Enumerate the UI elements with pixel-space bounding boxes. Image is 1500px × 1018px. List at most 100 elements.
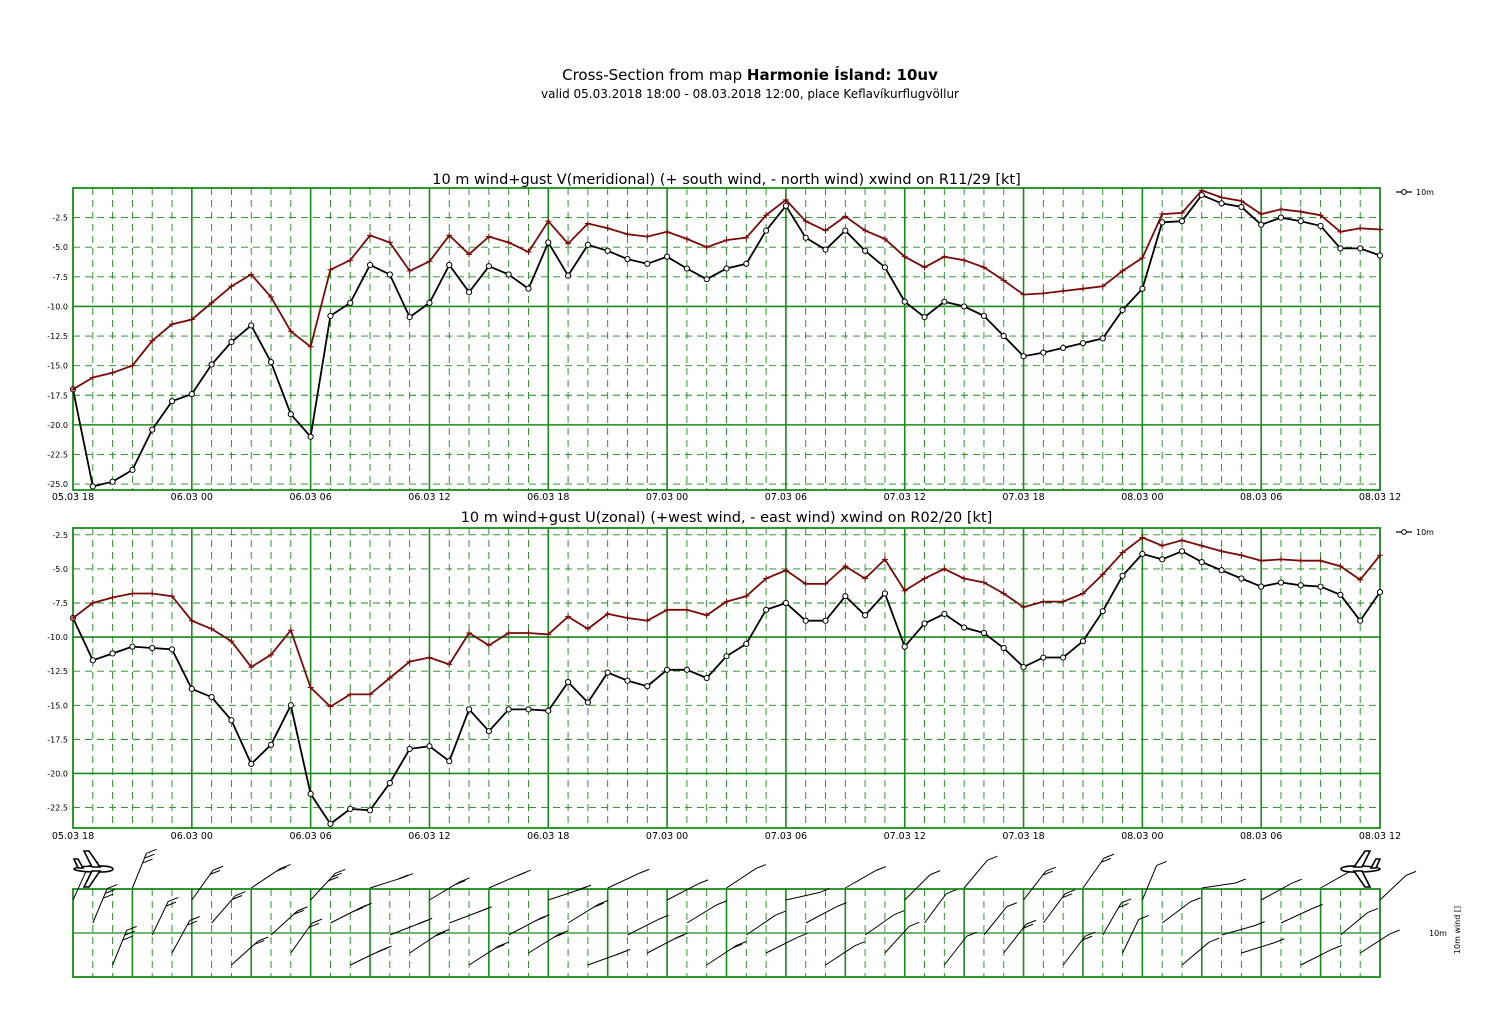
data-point-wind xyxy=(485,728,492,735)
wind-barb xyxy=(983,902,1017,936)
data-point-wind xyxy=(545,239,552,246)
x-tick-label: 08.03 00 xyxy=(1121,492,1163,503)
data-point-wind xyxy=(168,398,176,405)
data-point-gust xyxy=(624,231,631,238)
airplane-icon xyxy=(1340,850,1382,888)
data-point-gust xyxy=(545,218,552,225)
data-point-wind xyxy=(1258,583,1265,590)
data-point-wind xyxy=(307,790,314,798)
wind-barb xyxy=(131,848,157,889)
data-point-gust xyxy=(149,590,156,597)
data-point-wind xyxy=(862,612,869,619)
data-point-wind xyxy=(703,674,710,682)
data-point-gust xyxy=(1337,563,1344,570)
x-tick-label: 05.03 18 xyxy=(52,831,94,842)
wind-barb xyxy=(647,932,689,954)
data-point-wind xyxy=(1060,654,1067,661)
data-point-wind xyxy=(1079,638,1087,645)
wind-barb xyxy=(171,916,200,954)
data-point-gust xyxy=(584,625,591,632)
data-point-gust xyxy=(1020,291,1027,298)
panel-1: 10 m wind+gust V(meridional) (+ south wi… xyxy=(47,172,1434,503)
data-point-gust xyxy=(188,316,195,323)
data-point-gust xyxy=(723,237,730,244)
data-point-wind xyxy=(822,617,829,624)
data-point-gust xyxy=(703,244,710,251)
data-point-wind xyxy=(1178,548,1186,555)
data-point-wind xyxy=(584,241,591,248)
data-point-wind xyxy=(1000,644,1007,652)
data-point-gust xyxy=(248,271,255,278)
data-point-gust xyxy=(1139,534,1146,541)
data-point-wind xyxy=(327,820,334,828)
data-point-gust xyxy=(941,253,948,260)
data-point-gust xyxy=(1040,598,1047,605)
data-point-wind xyxy=(881,264,889,271)
data-point-gust xyxy=(822,580,829,587)
data-point-wind xyxy=(1079,340,1087,347)
legend-label: 10m xyxy=(1416,188,1434,197)
data-point-gust xyxy=(584,220,591,227)
wind-barb xyxy=(627,914,669,936)
data-point-gust xyxy=(1000,590,1007,597)
data-point-gust xyxy=(763,212,770,219)
data-point-wind xyxy=(426,299,433,306)
data-point-gust xyxy=(367,232,374,239)
data-point-wind xyxy=(1119,306,1126,314)
data-point-gust xyxy=(723,598,730,605)
wind-barb xyxy=(528,930,569,954)
data-point-wind xyxy=(802,234,809,241)
main-subtitle: valid 05.03.2018 18:00 - 08.03.2018 12:0… xyxy=(540,87,959,101)
data-point-wind xyxy=(208,693,215,701)
wind-barb xyxy=(845,866,886,889)
data-point-wind xyxy=(980,312,988,320)
y-tick-label: -2.5 xyxy=(52,531,68,540)
data-point-wind xyxy=(347,299,354,306)
data-point-wind xyxy=(1099,335,1106,342)
data-point-gust xyxy=(565,613,572,620)
data-point-gust xyxy=(961,257,968,264)
data-point-gust xyxy=(485,233,492,240)
wind-barb xyxy=(785,888,830,901)
wind-barb xyxy=(1379,870,1417,901)
data-point-wind xyxy=(1218,567,1225,574)
data-point-wind xyxy=(545,707,552,714)
data-point-gust xyxy=(327,703,334,710)
wind-barb xyxy=(1359,929,1400,954)
data-point-wind xyxy=(1099,608,1106,615)
wind-barb xyxy=(746,910,786,936)
data-point-wind xyxy=(386,779,393,787)
data-point-gust xyxy=(961,575,968,582)
x-tick-label: 07.03 00 xyxy=(646,831,688,842)
barb-panel xyxy=(72,848,1417,978)
y-tick-label: -25.0 xyxy=(47,480,68,489)
x-tick-label: 06.03 06 xyxy=(289,492,331,503)
data-point-gust xyxy=(1258,211,1265,218)
x-tick-label: 08.03 06 xyxy=(1240,831,1282,842)
data-point-wind xyxy=(307,433,314,440)
data-point-wind xyxy=(1357,245,1364,252)
data-point-wind xyxy=(89,657,96,664)
x-tick-label: 07.03 12 xyxy=(884,492,926,503)
barb-row-label: 10m xyxy=(1429,929,1447,938)
x-tick-label: 08.03 12 xyxy=(1359,492,1401,503)
y-tick-label: -12.5 xyxy=(47,667,68,676)
wind-barb xyxy=(191,865,224,901)
data-point-gust xyxy=(1357,576,1364,583)
data-point-wind xyxy=(446,758,453,765)
data-point-wind xyxy=(228,338,235,346)
data-point-gust xyxy=(604,610,611,617)
data-point-gust xyxy=(644,617,651,624)
data-point-gust xyxy=(842,563,849,570)
data-point-gust xyxy=(208,299,215,306)
wind-barb xyxy=(765,932,808,954)
plot-frame xyxy=(72,187,1381,491)
data-point-gust xyxy=(1198,542,1205,549)
data-point-gust xyxy=(980,579,987,586)
wind-barb xyxy=(1141,860,1167,901)
x-tick-label: 06.03 12 xyxy=(408,831,450,842)
wind-barb xyxy=(1280,903,1323,924)
data-point-wind xyxy=(901,298,908,305)
data-point-wind xyxy=(426,743,433,750)
data-point-wind xyxy=(1376,588,1384,596)
